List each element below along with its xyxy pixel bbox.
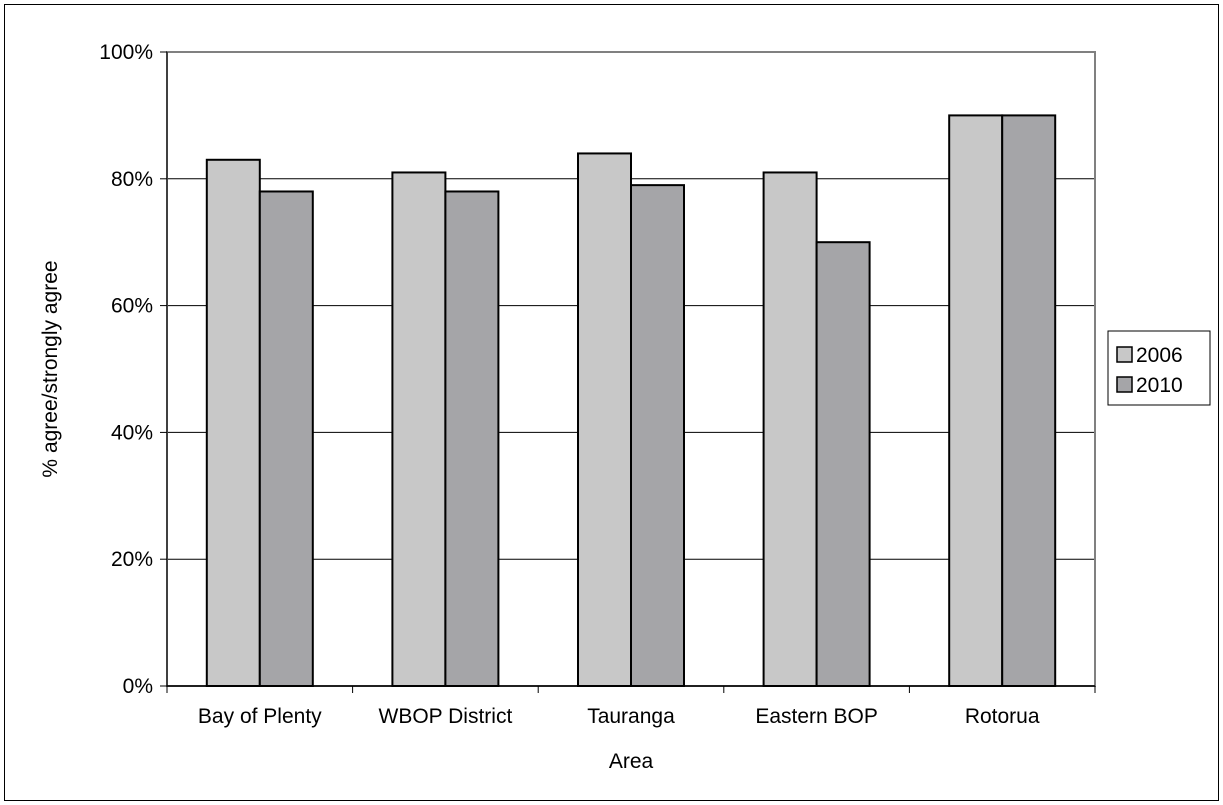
- bars: [205, 114, 1057, 687]
- chart-frame: 0% 20% 40% 60% 80% 100% Bay of Plenty WBOP Dis…: [4, 4, 1219, 801]
- y-tick-label: 80%: [111, 168, 153, 191]
- bar-2010-0: [258, 190, 314, 687]
- x-category-label: Rotorua: [965, 705, 1040, 728]
- y-tick-label: 100%: [99, 41, 153, 64]
- x-category-label: Bay of Plenty: [198, 705, 322, 728]
- bar-2006-2: [577, 152, 632, 687]
- x-category-labels: Bay of Plenty WBOP District Tauranga Easter…: [198, 705, 1040, 728]
- legend-swatch-2006: [1116, 346, 1133, 363]
- bar-2006-0: [205, 158, 261, 687]
- x-category-label: Tauranga: [587, 705, 675, 728]
- y-tick-label: 60%: [111, 295, 153, 318]
- legend-swatch-2010: [1116, 376, 1133, 393]
- y-tick-label: 20%: [111, 548, 153, 571]
- y-tick-labels: 0% 20% 40% 60% 80% 100%: [99, 41, 153, 698]
- x-category-label: WBOP District: [379, 705, 513, 728]
- chart-svg: 0% 20% 40% 60% 80% 100% Bay of Plenty WBOP Dis…: [39, 41, 1211, 773]
- bar-2010-1: [444, 190, 500, 687]
- bar-2010-4: [1001, 114, 1057, 687]
- y-tick-label: 0%: [123, 675, 153, 698]
- legend-label-2010: 2010: [1136, 374, 1183, 397]
- bar-2006-3: [762, 171, 818, 687]
- bar-2010-2: [630, 184, 685, 687]
- x-category-label: Eastern BOP: [755, 705, 878, 728]
- legend-items: 2006 2010: [1116, 344, 1183, 397]
- y-axis-title: % agree/strongly agree: [39, 260, 62, 477]
- x-axis-title: Area: [609, 750, 654, 773]
- legend-label-2006: 2006: [1136, 344, 1183, 367]
- bar-2006-1: [391, 171, 447, 687]
- legend: 2006 2010: [1107, 330, 1211, 406]
- bar-2010-3: [815, 241, 871, 687]
- bar-2006-4: [948, 114, 1004, 687]
- y-tick-label: 40%: [111, 421, 153, 444]
- axes: [160, 51, 1096, 693]
